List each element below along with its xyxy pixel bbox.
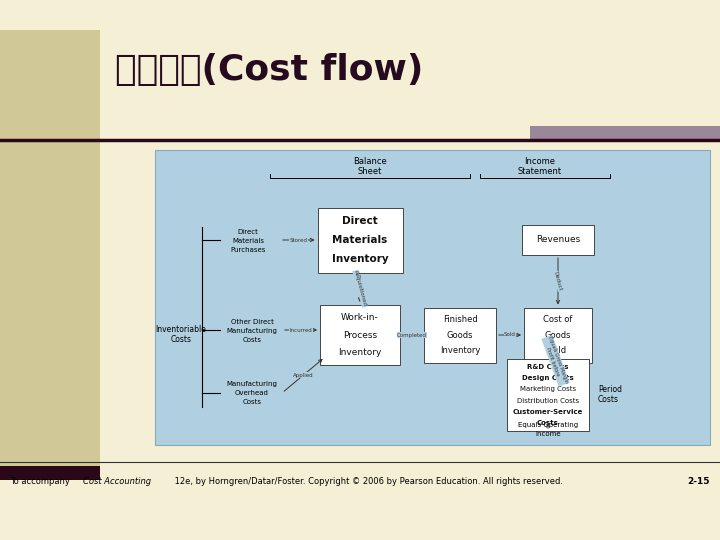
Text: Manufacturing: Manufacturing <box>227 328 277 334</box>
Text: Costs: Costs <box>243 399 261 405</box>
Text: Purchases: Purchases <box>230 247 266 253</box>
Bar <box>318 207 402 273</box>
Bar <box>0 30 100 480</box>
Text: R&D Costs: R&D Costs <box>527 364 569 370</box>
Text: Inventory: Inventory <box>440 346 480 355</box>
Text: 12e, by Horngren/Datar/Foster. Copyright © 2006 by Pearson Education. All rights: 12e, by Horngren/Datar/Foster. Copyright… <box>172 477 563 487</box>
Text: Costs: Costs <box>243 337 261 343</box>
Text: Manufacturing: Manufacturing <box>227 381 277 387</box>
Text: Goods: Goods <box>545 330 571 340</box>
Text: Work-in-: Work-in- <box>341 313 379 322</box>
Text: Process: Process <box>343 330 377 340</box>
Text: Customer-Service: Customer-Service <box>513 409 583 415</box>
Text: Other Direct: Other Direct <box>230 319 274 325</box>
Text: Marketing Costs: Marketing Costs <box>520 387 576 393</box>
Text: Design Costs: Design Costs <box>522 375 574 381</box>
Text: Costs: Costs <box>598 395 619 404</box>
Text: Equals Gross Margin
Profit before: Equals Gross Margin Profit before <box>542 335 569 386</box>
Text: Materials: Materials <box>232 238 264 244</box>
Text: Finished: Finished <box>443 315 477 324</box>
Text: Deduct: Deduct <box>553 271 563 292</box>
Text: Sold: Sold <box>504 333 516 338</box>
Text: Applied: Applied <box>293 373 314 377</box>
Text: 2-15: 2-15 <box>688 477 710 487</box>
Text: Statement: Statement <box>518 167 562 177</box>
Text: Balance: Balance <box>353 158 387 166</box>
Text: Inventoriable: Inventoriable <box>156 326 207 334</box>
Text: Sold: Sold <box>549 346 567 355</box>
Text: Income: Income <box>535 431 561 437</box>
Text: Requisitioned: Requisitioned <box>353 270 367 307</box>
Bar <box>530 126 720 140</box>
Bar <box>524 307 592 362</box>
Bar <box>155 150 710 445</box>
Text: Direct: Direct <box>342 217 378 226</box>
Text: Equals Operating: Equals Operating <box>518 422 578 428</box>
Text: Sheet: Sheet <box>358 167 382 177</box>
Text: Income: Income <box>524 158 556 166</box>
Bar <box>0 466 100 480</box>
Text: Distribution Costs: Distribution Costs <box>517 397 579 403</box>
Text: Costs: Costs <box>537 420 559 426</box>
Text: Goods: Goods <box>446 330 473 340</box>
Text: Inventory: Inventory <box>338 348 382 356</box>
Text: Costs: Costs <box>171 335 192 345</box>
Bar <box>320 305 400 365</box>
Bar <box>522 225 594 255</box>
Text: Materials: Materials <box>333 235 387 245</box>
Text: Overhead: Overhead <box>235 390 269 396</box>
Text: Incurred: Incurred <box>289 327 312 333</box>
Text: Stored: Stored <box>289 238 307 242</box>
Text: Direct: Direct <box>238 229 258 235</box>
Text: Period: Period <box>598 386 622 395</box>
Bar <box>507 359 589 431</box>
Text: Completed: Completed <box>397 333 427 338</box>
Text: To accompany: To accompany <box>10 477 73 487</box>
Text: Cost Accounting: Cost Accounting <box>83 477 151 487</box>
Text: Inventory: Inventory <box>332 254 388 264</box>
Text: Revenues: Revenues <box>536 235 580 245</box>
Bar <box>424 307 496 362</box>
Text: 원가흐름(Cost flow): 원가흐름(Cost flow) <box>115 53 423 87</box>
Text: Cost of: Cost of <box>544 315 572 324</box>
